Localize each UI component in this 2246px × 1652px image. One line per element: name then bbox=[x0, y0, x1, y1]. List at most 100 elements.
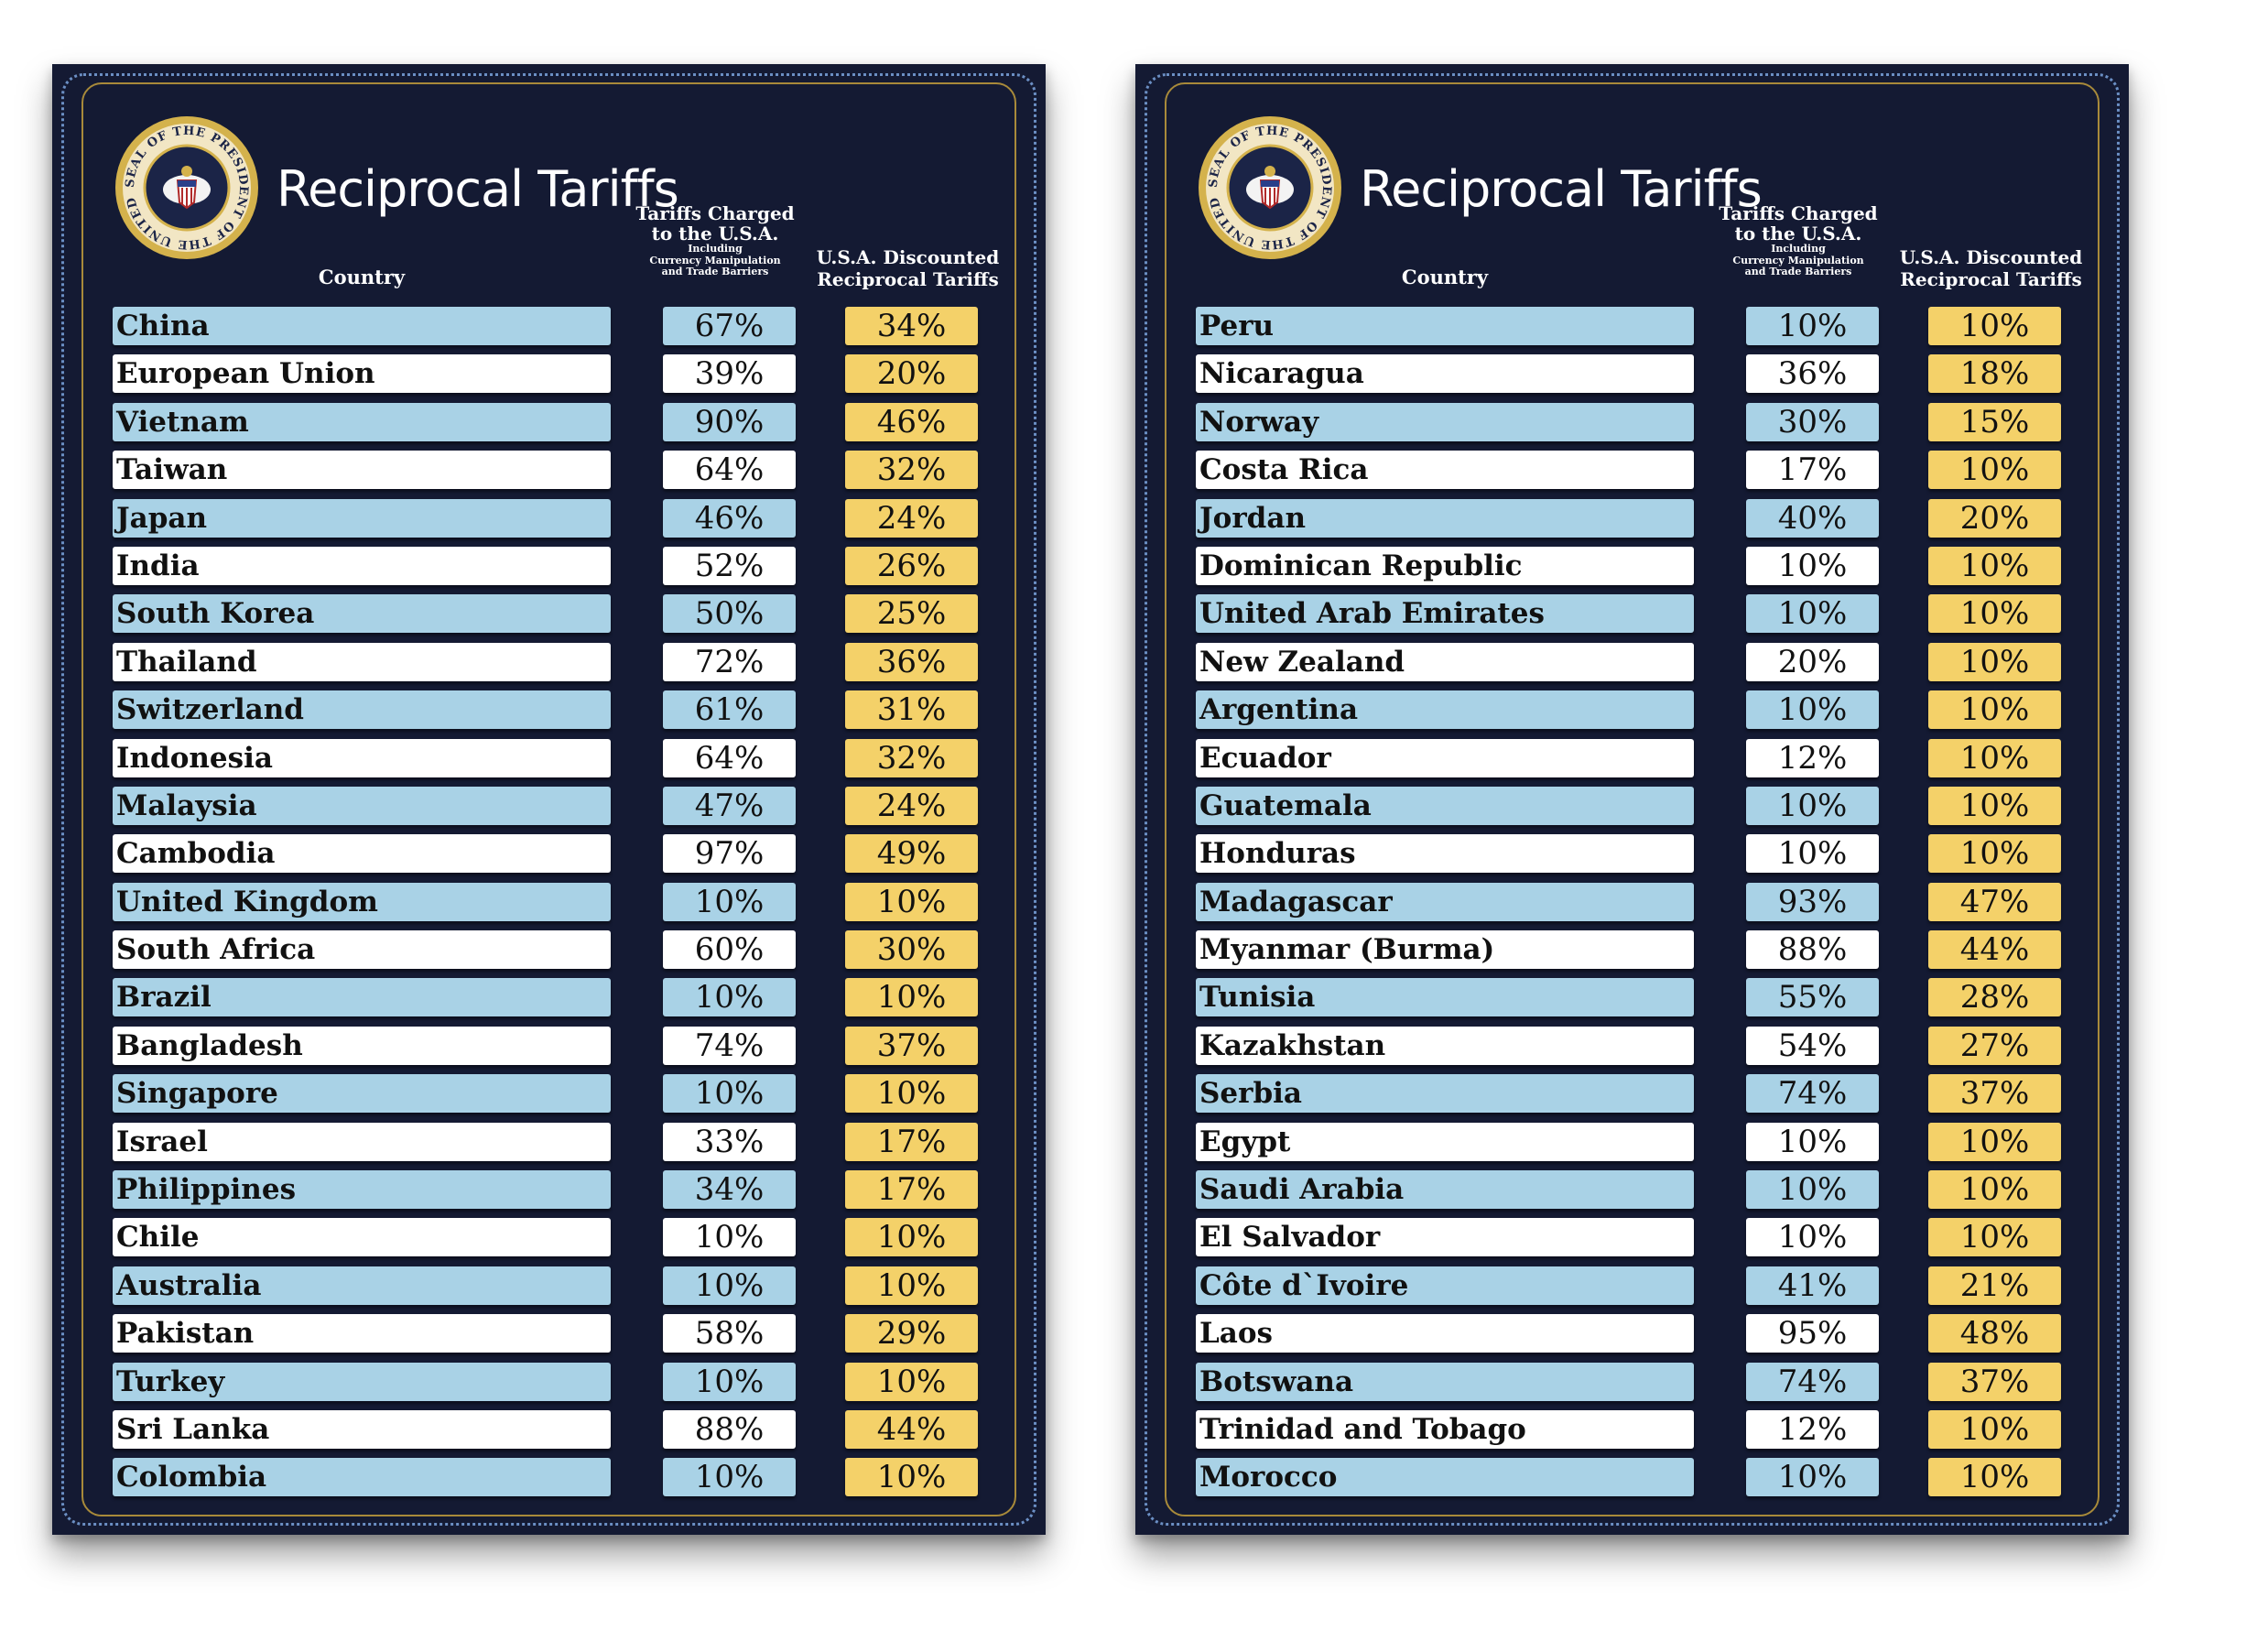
header-discounted-line2: Reciprocal Tariffs bbox=[817, 268, 999, 291]
table-row: Sri Lanka 88% 44% bbox=[113, 1407, 1001, 1455]
header-discounted-tariffs: U.S.A. Discounted Reciprocal Tariffs bbox=[814, 246, 1002, 291]
discounted-tariff-cell: 10% bbox=[845, 1458, 978, 1497]
table-row: Egypt 10% 10% bbox=[1196, 1120, 2084, 1168]
table-row: Honduras 10% 10% bbox=[1196, 831, 2084, 879]
table-row: Madagascar 93% 47% bbox=[1196, 880, 2084, 928]
discounted-tariff-cell: 10% bbox=[845, 1074, 978, 1114]
table-row: Trinidad and Tobago 12% 10% bbox=[1196, 1407, 2084, 1455]
country-cell: Trinidad and Tobago bbox=[1196, 1409, 1694, 1449]
discounted-tariff-cell: 17% bbox=[845, 1122, 978, 1161]
tariff-charged-cell: 10% bbox=[663, 1218, 796, 1257]
table-row: El Salvador 10% 10% bbox=[1196, 1215, 2084, 1263]
table-row: Ecuador 12% 10% bbox=[1196, 736, 2084, 784]
tariff-charged-cell: 20% bbox=[1746, 642, 1879, 681]
header-charged-line2: to the U.S.A. bbox=[1734, 223, 1862, 245]
country-cell: Singapore bbox=[113, 1074, 611, 1114]
table-row: United Kingdom 10% 10% bbox=[113, 880, 1001, 928]
country-cell: Botswana bbox=[1196, 1362, 1694, 1401]
tariff-rows-right: Peru 10% 10% Nicaragua 36% 18% Norway 30% 15% Cos… bbox=[1196, 304, 2084, 1504]
table-row: Peru 10% 10% bbox=[1196, 304, 2084, 352]
table-row: European Union 39% 20% bbox=[113, 352, 1001, 399]
discounted-tariff-cell: 10% bbox=[845, 1266, 978, 1305]
table-row: China 67% 34% bbox=[113, 304, 1001, 352]
discounted-tariff-cell: 25% bbox=[845, 594, 978, 634]
tariff-charged-cell: 10% bbox=[663, 882, 796, 921]
table-row: Brazil 10% 10% bbox=[113, 975, 1001, 1023]
discounted-tariff-cell: 24% bbox=[845, 498, 978, 538]
tariff-charged-cell: 64% bbox=[663, 451, 796, 490]
tariff-charged-cell: 74% bbox=[1746, 1074, 1879, 1114]
tariff-charged-cell: 10% bbox=[1746, 546, 1879, 585]
discounted-tariff-cell: 15% bbox=[1928, 402, 2061, 441]
tariff-charged-cell: 34% bbox=[663, 1170, 796, 1210]
country-cell: Israel bbox=[113, 1122, 611, 1161]
discounted-tariff-cell: 44% bbox=[845, 1409, 978, 1449]
discounted-tariff-cell: 10% bbox=[845, 882, 978, 921]
header-charged-note3: and Trade Barriers bbox=[661, 266, 769, 278]
discounted-tariff-cell: 10% bbox=[1928, 1409, 2061, 1449]
tariff-charged-cell: 41% bbox=[1746, 1266, 1879, 1305]
country-cell: Myanmar (Burma) bbox=[1196, 930, 1694, 970]
tariff-charged-cell: 54% bbox=[1746, 1026, 1879, 1065]
tariff-charged-cell: 64% bbox=[663, 738, 796, 777]
country-cell: Ecuador bbox=[1196, 738, 1694, 777]
tariff-charged-cell: 36% bbox=[1746, 354, 1879, 394]
table-row: Jordan 40% 20% bbox=[1196, 496, 2084, 544]
table-row: Laos 95% 48% bbox=[1196, 1311, 2084, 1359]
table-row: Singapore 10% 10% bbox=[113, 1071, 1001, 1119]
country-cell: South Korea bbox=[113, 594, 611, 634]
discounted-tariff-cell: 10% bbox=[1928, 786, 2061, 825]
country-cell: European Union bbox=[113, 354, 611, 394]
country-cell: Costa Rica bbox=[1196, 451, 1694, 490]
country-cell: Indonesia bbox=[113, 738, 611, 777]
country-cell: Taiwan bbox=[113, 451, 611, 490]
header-discounted-line2: Reciprocal Tariffs bbox=[1900, 268, 2082, 291]
board-title: Reciprocal Tariffs bbox=[277, 160, 679, 218]
tariff-charged-cell: 33% bbox=[663, 1122, 796, 1161]
country-cell: Malaysia bbox=[113, 786, 611, 825]
table-row: New Zealand 20% 10% bbox=[1196, 640, 2084, 688]
tariff-charged-cell: 10% bbox=[663, 1458, 796, 1497]
discounted-tariff-cell: 10% bbox=[845, 1218, 978, 1257]
table-row: Costa Rica 17% 10% bbox=[1196, 448, 2084, 495]
board-title: Reciprocal Tariffs bbox=[1360, 160, 1763, 218]
discounted-tariff-cell: 10% bbox=[1928, 307, 2061, 345]
discounted-tariff-cell: 10% bbox=[1928, 1170, 2061, 1210]
tariff-charged-cell: 10% bbox=[1746, 594, 1879, 634]
table-row: Morocco 10% 10% bbox=[1196, 1455, 2084, 1503]
country-cell: Madagascar bbox=[1196, 882, 1694, 921]
table-row: Kazakhstan 54% 27% bbox=[1196, 1024, 2084, 1071]
table-row: Japan 46% 24% bbox=[113, 496, 1001, 544]
country-cell: Serbia bbox=[1196, 1074, 1694, 1114]
tariff-charged-cell: 17% bbox=[1746, 451, 1879, 490]
tariff-charged-cell: 60% bbox=[663, 930, 796, 970]
discounted-tariff-cell: 28% bbox=[1928, 978, 2061, 1017]
header-discounted-line1: U.S.A. Discounted bbox=[816, 246, 1000, 268]
country-cell: Thailand bbox=[113, 642, 611, 681]
table-row: Chile 10% 10% bbox=[113, 1215, 1001, 1263]
table-row: Indonesia 64% 32% bbox=[113, 736, 1001, 784]
discounted-tariff-cell: 37% bbox=[845, 1026, 978, 1065]
discounted-tariff-cell: 36% bbox=[845, 642, 978, 681]
tariff-charged-cell: 46% bbox=[663, 498, 796, 538]
header-charged-line1: Tariffs Charged bbox=[1719, 202, 1878, 224]
country-cell: Bangladesh bbox=[113, 1026, 611, 1065]
discounted-tariff-cell: 10% bbox=[1928, 546, 2061, 585]
table-row: Myanmar (Burma) 88% 44% bbox=[1196, 928, 2084, 975]
country-cell: Japan bbox=[113, 498, 611, 538]
tariff-charged-cell: 58% bbox=[663, 1314, 796, 1353]
tariff-charged-cell: 10% bbox=[1746, 1170, 1879, 1210]
discounted-tariff-cell: 10% bbox=[1928, 1458, 2061, 1497]
discounted-tariff-cell: 20% bbox=[1928, 498, 2061, 538]
table-row: Bangladesh 74% 37% bbox=[113, 1024, 1001, 1071]
discounted-tariff-cell: 10% bbox=[845, 978, 978, 1017]
discounted-tariff-cell: 10% bbox=[1928, 738, 2061, 777]
table-row: Turkey 10% 10% bbox=[113, 1360, 1001, 1407]
country-cell: Saudi Arabia bbox=[1196, 1170, 1694, 1210]
tariff-board-left: SEAL OF THE PRESIDENT OF THE UNITED STAT… bbox=[52, 64, 1046, 1535]
tariff-charged-cell: 90% bbox=[663, 402, 796, 441]
tariff-charged-cell: 67% bbox=[663, 307, 796, 345]
table-row: Switzerland 61% 31% bbox=[113, 688, 1001, 735]
tariff-charged-cell: 88% bbox=[1746, 930, 1879, 970]
table-row: Malaysia 47% 24% bbox=[113, 784, 1001, 831]
